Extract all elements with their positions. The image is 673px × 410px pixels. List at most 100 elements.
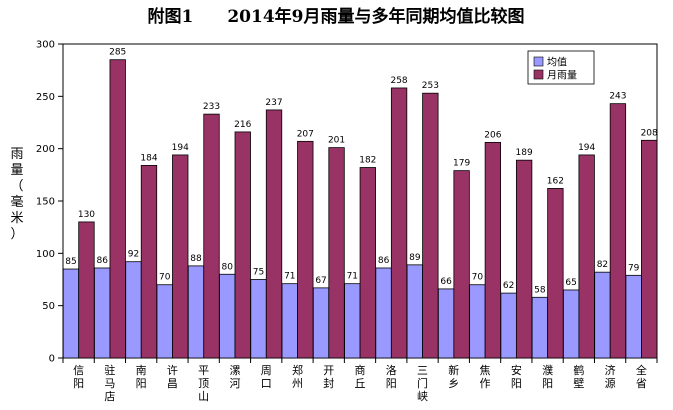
bar-mean: [281, 283, 298, 359]
value-label-monthly-rainfall: 285: [109, 48, 126, 58]
value-label-monthly-rainfall: 216: [234, 120, 251, 130]
value-label-monthly-rainfall: 253: [422, 81, 439, 91]
bar-mean: [187, 265, 205, 359]
value-label-monthly-rainfall: 184: [140, 153, 157, 163]
y-tick-label: 300: [36, 40, 55, 51]
bar-monthly-rainfall: [484, 141, 502, 359]
bar-monthly-rainfall: [609, 103, 627, 359]
bar-monthly-rainfall: [297, 140, 314, 359]
value-label-mean: 85: [65, 257, 76, 267]
y-tick-label: 150: [36, 197, 55, 208]
value-label-mean: 67: [315, 276, 326, 286]
y-tick-label: 100: [36, 249, 55, 260]
x-tick-label: 安阳: [511, 363, 522, 390]
bar-monthly-rainfall: [578, 154, 595, 359]
bar-mean: [312, 287, 330, 359]
legend-label: 均值: [547, 56, 567, 69]
bar-monthly-rainfall: [109, 59, 126, 359]
bar-monthly-rainfall: [140, 165, 158, 359]
x-tick-label: 漯河: [229, 364, 240, 390]
x-tick-label: 洛阳: [386, 363, 397, 390]
bar-monthly-rainfall: [641, 139, 658, 359]
bar-monthly-rainfall: [234, 131, 251, 359]
plot-area: 0 50 100 150 200 250 300 85 130 信阳 86 285 驻马店 92 184 南阳…: [36, 40, 658, 404]
x-tick-label: 开封: [323, 364, 334, 390]
x-tick-label: 全省: [636, 363, 647, 390]
bar-mean: [594, 271, 611, 359]
value-label-mean: 70: [159, 273, 171, 283]
value-label-mean: 75: [253, 268, 264, 278]
x-tick-label: 商丘: [355, 363, 366, 390]
bar-monthly-rainfall: [78, 221, 95, 359]
bar-mean: [563, 289, 580, 359]
bar-monthly-rainfall: [328, 147, 345, 359]
bar-monthly-rainfall: [515, 159, 533, 359]
bar-monthly-rainfall: [203, 113, 220, 359]
value-label-monthly-rainfall: 258: [390, 76, 407, 86]
value-label-mean: 86: [378, 256, 390, 266]
value-label-monthly-rainfall: 201: [328, 136, 345, 146]
value-label-mean: 71: [347, 272, 358, 282]
x-tick-label: 周口: [261, 364, 272, 390]
bar-mean: [500, 292, 517, 359]
bar-mean: [94, 267, 111, 359]
x-tick-label: 焦作: [480, 364, 491, 390]
value-label-mean: 86: [96, 256, 108, 266]
x-tick-label: 许昌: [167, 364, 178, 390]
bar-monthly-rainfall: [359, 167, 376, 359]
x-tick-label: 郑州: [292, 363, 303, 390]
bar-monthly-rainfall: [172, 154, 189, 359]
x-tick-label: 南阳: [136, 364, 147, 390]
bar-mean: [125, 261, 142, 359]
x-tick-label: 濮阳: [542, 363, 553, 390]
bar-monthly-rainfall: [390, 87, 408, 359]
value-label-monthly-rainfall: 194: [578, 143, 595, 153]
value-label-monthly-rainfall: 208: [641, 128, 658, 138]
bar-mean: [156, 284, 173, 359]
y-axis-label-text: 雨量（毫米）: [10, 147, 23, 242]
value-label-mean: 58: [534, 285, 546, 295]
x-tick-label: 三门峡: [417, 364, 428, 403]
value-label-mean: 82: [597, 260, 608, 270]
value-label-monthly-rainfall: 207: [297, 129, 314, 139]
y-axis-label: 雨量（毫米）: [10, 147, 23, 242]
bar-mean: [219, 273, 236, 359]
bar-mean: [406, 264, 423, 359]
value-label-monthly-rainfall: 189: [516, 148, 533, 158]
value-label-mean: 80: [222, 262, 234, 272]
y-tick-label: 250: [36, 92, 55, 103]
value-label-monthly-rainfall: 130: [78, 210, 95, 220]
x-tick-label: 信阳: [73, 364, 84, 390]
bar-mean: [469, 284, 486, 359]
y-tick-label: 0: [49, 354, 55, 365]
legend-swatch: [533, 69, 544, 80]
bar-mean: [625, 274, 642, 359]
chart-title: 附图1 2014年9月雨量与多年同期均值比较图: [148, 6, 525, 27]
bar-mean: [62, 268, 80, 359]
y-tick-label: 50: [42, 301, 55, 312]
x-tick-label: 驻马店: [104, 363, 115, 403]
x-tick-label: 新乡: [448, 363, 459, 390]
value-label-monthly-rainfall: 162: [547, 176, 564, 186]
value-label-mean: 70: [472, 273, 484, 283]
value-label-mean: 71: [284, 272, 295, 282]
value-label-monthly-rainfall: 182: [359, 156, 376, 166]
bar-monthly-rainfall: [422, 92, 439, 359]
y-tick-label: 200: [36, 144, 55, 155]
value-label-mean: 62: [503, 281, 514, 291]
value-label-monthly-rainfall: 243: [609, 92, 626, 102]
bar-monthly-rainfall: [547, 188, 564, 359]
bar-mean: [375, 267, 392, 359]
value-label-monthly-rainfall: 206: [484, 130, 501, 140]
bar-mean: [531, 296, 549, 359]
x-tick-label: 济源: [605, 363, 616, 390]
value-label-mean: 88: [190, 254, 202, 264]
value-label-monthly-rainfall: 179: [453, 159, 470, 169]
value-label-mean: 66: [440, 277, 452, 287]
value-label-mean: 79: [628, 263, 640, 273]
legend-label: 月雨量: [547, 70, 577, 82]
bar-mean: [437, 288, 455, 359]
x-tick-label: 鹤壁: [573, 363, 584, 390]
